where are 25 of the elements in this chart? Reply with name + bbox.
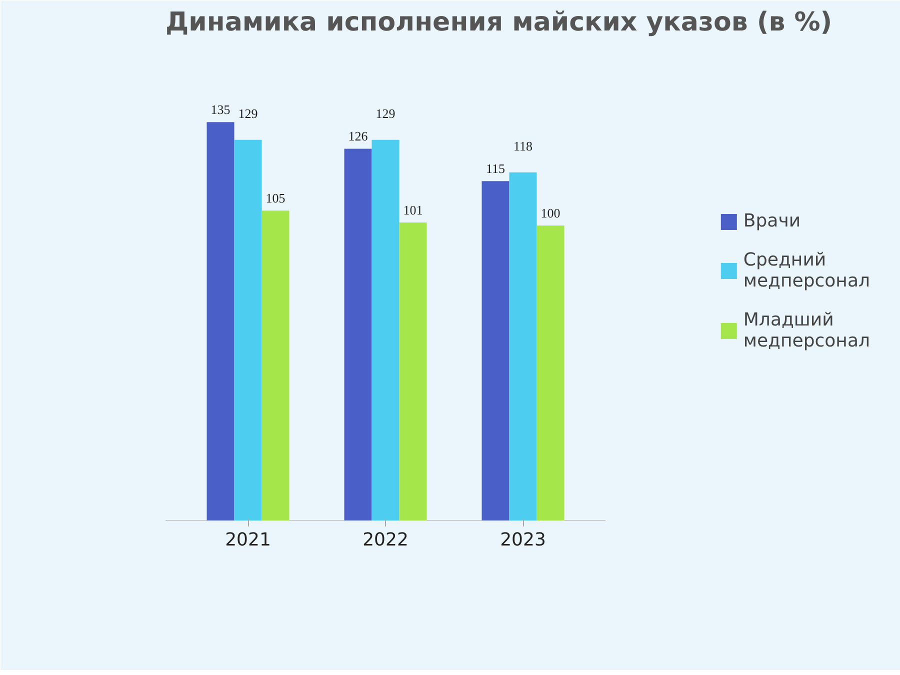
bar bbox=[262, 210, 290, 520]
chart-title: Динамика исполнения майских указов (в %) bbox=[166, 8, 832, 38]
data-label: 129 bbox=[238, 106, 258, 121]
data-label: 115 bbox=[486, 161, 506, 176]
bar bbox=[344, 148, 372, 520]
legend-label: Врачи bbox=[743, 210, 801, 232]
bar bbox=[399, 222, 427, 520]
bar bbox=[372, 140, 400, 520]
bar bbox=[536, 225, 564, 520]
bar bbox=[482, 181, 510, 520]
data-label: 100 bbox=[540, 205, 560, 220]
data-label: 101 bbox=[403, 202, 423, 218]
legend-label: Младший медперсонал bbox=[743, 310, 870, 352]
bar bbox=[206, 122, 234, 520]
data-label: 105 bbox=[266, 190, 286, 206]
x-tick-label: 2023 bbox=[500, 530, 546, 550]
bar bbox=[509, 172, 537, 520]
bar bbox=[234, 140, 262, 520]
x-tick-label: 2021 bbox=[225, 530, 271, 550]
data-label: 135 bbox=[210, 102, 230, 118]
legend-label: Средний медперсонал bbox=[743, 250, 870, 292]
data-label: 118 bbox=[513, 138, 533, 154]
data-label: 126 bbox=[348, 128, 368, 144]
data-label: 129 bbox=[376, 106, 396, 121]
x-tick-label: 2022 bbox=[362, 530, 408, 550]
